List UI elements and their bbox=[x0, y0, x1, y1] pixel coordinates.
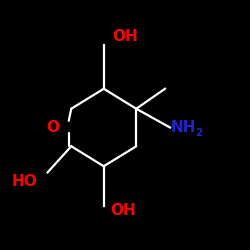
Text: OH: OH bbox=[110, 203, 136, 218]
Text: O: O bbox=[46, 120, 59, 134]
Text: OH: OH bbox=[112, 29, 138, 44]
Text: HO: HO bbox=[11, 174, 37, 189]
Text: 2: 2 bbox=[196, 128, 203, 138]
Text: NH: NH bbox=[170, 120, 196, 135]
